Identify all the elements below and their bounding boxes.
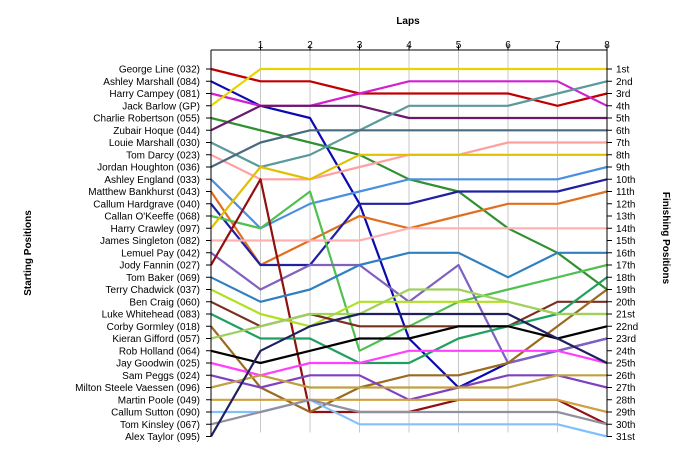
series-line — [210, 104, 607, 132]
x-tick-labels: 1 2 3 4 5 6 7 8 — [258, 40, 611, 51]
start-label: Callum Hardgrave (040) — [93, 199, 200, 210]
finish-label: 2nd — [616, 77, 633, 88]
finish-label: 10th — [616, 175, 635, 186]
start-label: Ashley England (033) — [104, 175, 200, 186]
series-line — [210, 251, 607, 303]
series-line — [210, 288, 608, 414]
finish-label: 29th — [616, 408, 635, 419]
finish-label: 23rd — [616, 334, 636, 345]
x-tick-label: 1 — [258, 40, 264, 51]
start-label: Milton Steele Vaessen (096) — [75, 383, 200, 394]
finish-label: 7th — [616, 138, 630, 149]
finish-label: 20th — [616, 297, 635, 308]
series-line — [210, 165, 608, 230]
finish-label: 5th — [616, 114, 630, 125]
start-label: Rob Holland (064) — [119, 346, 200, 357]
finish-label: 6th — [616, 126, 630, 137]
finish-label: 27th — [616, 383, 635, 394]
finish-label: 28th — [616, 395, 635, 406]
finish-label: 3rd — [616, 89, 630, 100]
x-tick-label: 8 — [604, 40, 610, 51]
series-lines — [210, 67, 608, 438]
series-line — [210, 349, 608, 377]
finish-label: 16th — [616, 248, 635, 259]
start-label: Tom Kinsley (067) — [120, 420, 200, 431]
series-line — [210, 80, 608, 169]
start-label: Louie Marshall (030) — [109, 138, 200, 149]
start-label: Sam Peggs (024) — [122, 371, 200, 382]
start-label: Harry Crawley (097) — [111, 224, 200, 235]
start-label: Jack Barlow (GP) — [122, 101, 200, 112]
x-axis-title: Laps — [396, 16, 420, 27]
finish-label: 12th — [616, 199, 635, 210]
start-label: Charlie Robertson (055) — [93, 114, 200, 125]
finish-label: 26th — [616, 371, 635, 382]
finish-label: 21st — [616, 310, 635, 321]
y-axis-title-right: Finishing Positions — [660, 192, 671, 285]
start-label: Lemuel Pay (042) — [121, 248, 200, 259]
finish-label: 11th — [616, 187, 635, 198]
start-label: Tom Darcy (023) — [126, 150, 200, 161]
series-line — [210, 129, 607, 168]
finish-label: 8th — [616, 150, 630, 161]
start-label: James Singleton (082) — [100, 236, 200, 247]
start-label: Ben Craig (060) — [129, 297, 200, 308]
finish-label: 30th — [616, 420, 635, 431]
finish-label: 24th — [616, 346, 635, 357]
starting-position-labels: George Line (032)Ashley Marshall (084)Ha… — [75, 65, 200, 444]
series-line — [210, 67, 607, 107]
start-label: Callum Sutton (090) — [111, 408, 200, 419]
x-tick-label: 6 — [505, 40, 511, 51]
axes — [206, 45, 612, 437]
series-line — [210, 276, 608, 365]
series-line — [210, 325, 608, 365]
series-line — [210, 288, 607, 340]
start-label: Ashley Marshall (084) — [103, 77, 200, 88]
x-tick-label: 4 — [406, 40, 412, 51]
y-axis-title-left: Starting Positions — [23, 210, 34, 296]
series-line — [210, 178, 608, 267]
x-tick-label: 7 — [555, 40, 561, 51]
x-tick-label: 5 — [456, 40, 462, 51]
series-line — [210, 153, 607, 229]
start-label: Tom Baker (069) — [126, 273, 200, 284]
finish-label: 15th — [616, 236, 635, 247]
series-line — [211, 227, 607, 242]
finish-label: 4th — [616, 101, 630, 112]
start-label: Harry Campey (081) — [109, 89, 200, 100]
finish-label: 18th — [616, 273, 635, 284]
finish-label: 14th — [616, 224, 635, 235]
series-line — [210, 398, 608, 426]
start-label: Jordan Houghton (036) — [97, 163, 200, 174]
start-label: Callan O'Keeffe (068) — [104, 212, 200, 223]
series-line — [210, 67, 608, 107]
finish-label: 9th — [616, 163, 630, 174]
finish-label: 13th — [616, 212, 635, 223]
series-line — [210, 374, 607, 389]
start-label: Matthew Bankhurst (043) — [88, 187, 200, 198]
start-label: Martin Poole (049) — [118, 395, 200, 406]
finish-label: 19th — [616, 285, 635, 296]
series-line — [211, 398, 608, 414]
start-label: Terry Chadwick (037) — [106, 285, 200, 296]
finish-label: 1st — [616, 65, 630, 76]
start-label: Corby Gormley (018) — [107, 322, 200, 333]
start-label: Kieran Gifford (057) — [112, 334, 200, 345]
finish-label: 25th — [616, 359, 635, 370]
start-label: George Line (032) — [119, 65, 200, 76]
start-label: Luke Whitehead (083) — [102, 310, 200, 321]
start-label: Alex Taylor (095) — [125, 432, 200, 443]
series-line — [210, 312, 608, 438]
x-tick-label: 3 — [357, 40, 363, 51]
x-tick-label: 2 — [307, 40, 313, 51]
finish-label: 22nd — [616, 322, 638, 333]
finish-label: 17th — [616, 261, 635, 272]
start-label: Jay Goodwin (025) — [116, 359, 200, 370]
start-label: Jody Fannin (027) — [119, 261, 200, 272]
start-label: Zubair Hoque (044) — [113, 126, 200, 137]
finish-label: 31st — [616, 432, 635, 443]
